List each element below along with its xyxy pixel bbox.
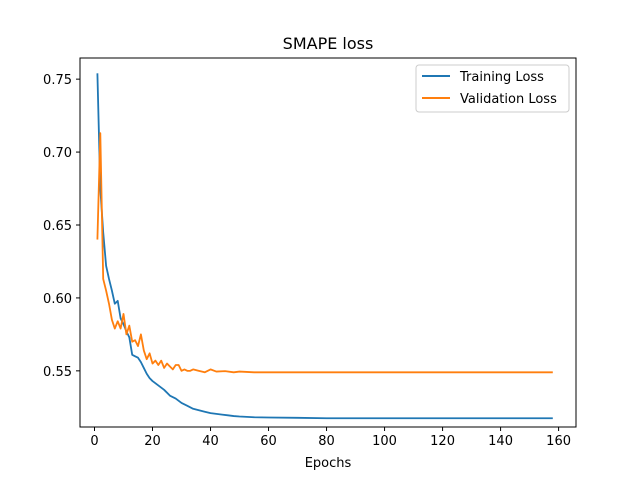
y-tick-label: 0.65 bbox=[43, 219, 72, 234]
chart-title: SMAPE loss bbox=[283, 34, 374, 53]
legend-label-validation-loss: Validation Loss bbox=[460, 92, 557, 107]
plot-area bbox=[96, 73, 553, 420]
x-axis-title: Epochs bbox=[305, 456, 352, 471]
y-tick-label: 0.75 bbox=[43, 73, 72, 88]
x-tick-label: 100 bbox=[372, 434, 397, 449]
x-tick-label: 120 bbox=[430, 434, 455, 449]
legend-box bbox=[415, 64, 570, 113]
y-tick-label: 0.55 bbox=[43, 365, 72, 380]
x-axis: 0 20 40 60 80 100 120 140 160 bbox=[90, 427, 571, 449]
series-line-validation-loss bbox=[96, 132, 553, 374]
series-line-training-loss bbox=[96, 73, 553, 420]
y-tick-label: 0.70 bbox=[43, 146, 72, 161]
x-tick-label: 160 bbox=[546, 434, 571, 449]
x-tick-label: 20 bbox=[144, 434, 161, 449]
x-tick-label: 40 bbox=[202, 434, 219, 449]
x-tick-label: 60 bbox=[260, 434, 277, 449]
axes-frame bbox=[79, 57, 577, 428]
x-tick-label: 140 bbox=[488, 434, 513, 449]
x-tick-label: 80 bbox=[318, 434, 335, 449]
y-tick-label: 0.60 bbox=[43, 292, 72, 307]
x-tick-label: 0 bbox=[90, 434, 98, 449]
legend-label-training-loss: Training Loss bbox=[459, 70, 544, 85]
y-axis: 0.55 0.60 0.65 0.70 0.75 bbox=[43, 73, 80, 380]
legend: Training Loss Validation Loss bbox=[415, 64, 570, 113]
